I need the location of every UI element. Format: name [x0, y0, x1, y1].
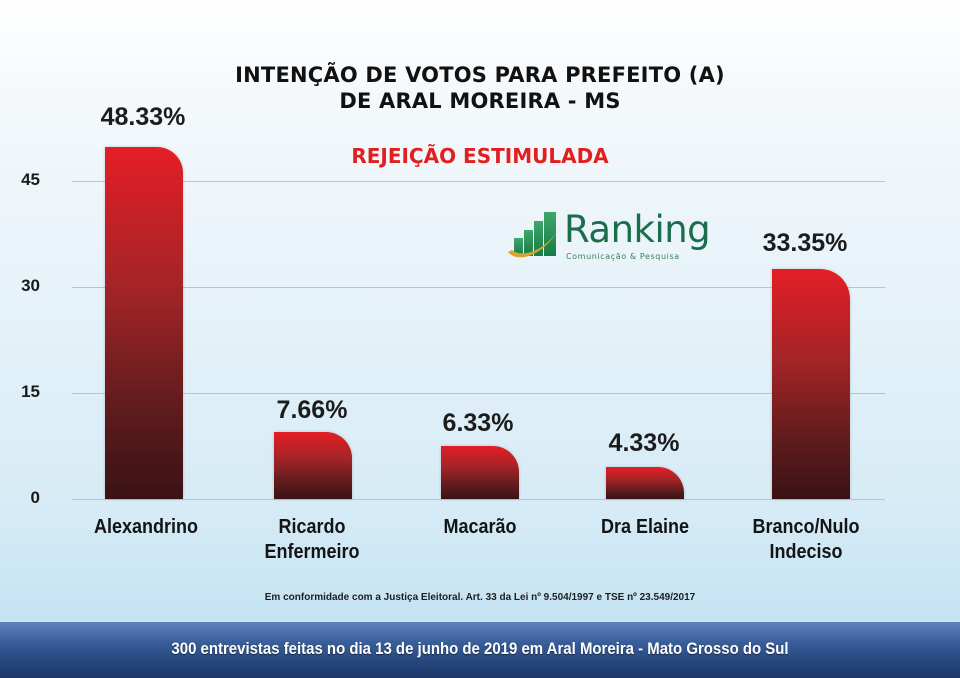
y-tick-45: 45 — [21, 170, 40, 189]
category-line1: Ricardo — [278, 516, 346, 538]
legal-note: Em conformidade com a Justiça Eleitoral.… — [264, 592, 696, 603]
category-line1: Dra Elaine — [600, 516, 690, 538]
category-line1: Macarão — [443, 516, 517, 538]
y-tick-15: 15 — [21, 382, 40, 401]
gridline-15 — [72, 393, 885, 394]
y-tick-0: 0 — [30, 488, 40, 507]
category-line2: Enfermeiro — [264, 541, 360, 563]
y-tick-30: 30 — [21, 276, 40, 295]
value-label: 33.35% — [762, 229, 848, 257]
gridline-0 — [72, 499, 885, 500]
gridline-45 — [72, 181, 885, 182]
footer-band: 300 entrevistas feitas no dia 13 de junh… — [0, 622, 960, 678]
footer-text: 300 entrevistas feitas no dia 13 de junh… — [171, 639, 789, 658]
chart-subtitle: REJEIÇÃO ESTIMULADA — [351, 144, 609, 168]
logo-tagline: Comunicação & Pesquisa — [566, 252, 680, 261]
bar-ricardo-enfermeiro — [274, 432, 352, 499]
bar-macarao — [441, 446, 519, 499]
category-line1: Branco/Nulo — [752, 516, 860, 538]
category-label: Alexandrino — [65, 515, 227, 540]
category-label: Macarão — [399, 515, 561, 540]
value-label: 6.33% — [442, 409, 514, 437]
category-line1: Alexandrino — [93, 516, 199, 538]
chart-title-line1: INTENÇÃO DE VOTOS PARA PREFEITO (A) — [235, 63, 725, 87]
logo-wordmark: Ranking — [564, 208, 711, 251]
ranking-logo: Ranking Comunicação & Pesquisa — [506, 208, 711, 264]
category-label: Branco/Nulo Indeciso — [725, 515, 887, 565]
value-label: 4.33% — [608, 429, 680, 457]
bar-alexandrino — [105, 147, 183, 499]
bar-dra-elaine — [606, 467, 684, 499]
category-label: Ricardo Enfermeiro — [231, 515, 393, 565]
value-label: 7.66% — [276, 396, 348, 424]
category-label: Dra Elaine — [564, 515, 726, 540]
bar-chart-swoosh-icon — [508, 212, 560, 258]
value-label: 48.33% — [100, 103, 186, 131]
chart-title-line2: DE ARAL MOREIRA - MS — [339, 89, 621, 113]
gridline-30 — [72, 287, 885, 288]
category-line2: Indeciso — [769, 541, 843, 563]
bar-branco-nulo-indeciso — [772, 269, 850, 499]
